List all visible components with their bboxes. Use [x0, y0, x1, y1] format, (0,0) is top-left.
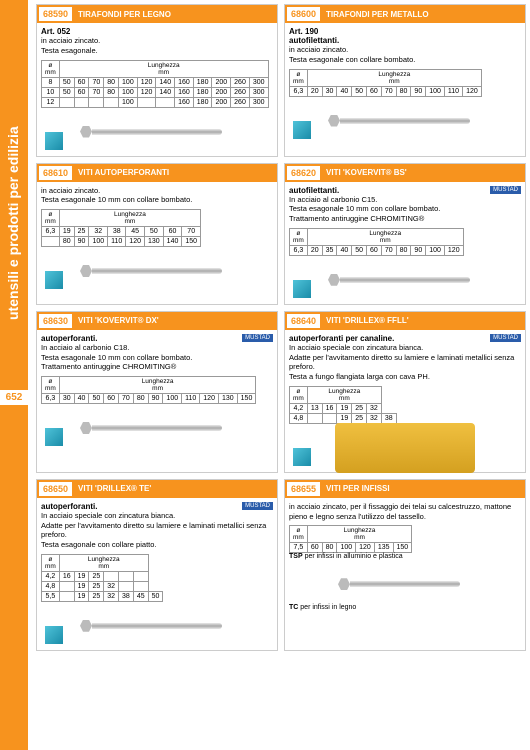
product-image	[289, 428, 521, 468]
description-line: Adatte per l'avvitamento diretto su lami…	[41, 521, 273, 541]
product-title: VITI AUTOPERFORANTI	[74, 166, 173, 179]
spec-table: ømmLunghezzamm85060708010012014016018020…	[41, 60, 269, 108]
description-line: In acciaio al carbonio C18.	[41, 343, 273, 353]
product-title: VITI 'KOVERVIT® DX'	[74, 314, 163, 327]
product-code: 68650	[39, 482, 72, 496]
brand-logo: MUSTAD	[490, 334, 521, 342]
product-image	[41, 112, 273, 152]
product-code: 68590	[39, 7, 72, 21]
product-header: 68610VITI AUTOPERFORANTI	[37, 164, 277, 182]
description-line: in acciaio zincato.	[41, 36, 273, 46]
product-image	[289, 564, 521, 604]
description-line: Adatte per l'avvitamento diretto su lami…	[289, 353, 521, 373]
product-code: 68620	[287, 166, 320, 180]
package-icon	[45, 428, 63, 446]
package-icon	[293, 121, 311, 139]
product-header: 68590TIRAFONDI PER LEGNO	[37, 5, 277, 23]
brand-logo: MUSTAD	[490, 186, 521, 194]
description-line: Trattamento antiruggine CHROMITING®	[289, 214, 521, 224]
product-card: 68620VITI 'KOVERVIT® BS' MUSTADautofilett…	[284, 163, 526, 305]
article-number: Art. 052	[41, 27, 273, 36]
package-icon	[45, 626, 63, 644]
product-type: autofilettanti.	[289, 36, 521, 45]
product-header: 68620VITI 'KOVERVIT® BS'	[285, 164, 525, 182]
description-line: Testa esagonale con collare piatto.	[41, 540, 273, 550]
brand-logo: MUSTAD	[242, 334, 273, 342]
description-line: in acciaio zincato.	[289, 45, 521, 55]
product-image	[41, 606, 273, 646]
product-card: 68640VITI 'DRILLEX® FFLL' MUSTADautoperfo…	[284, 311, 526, 473]
product-code: 68630	[39, 314, 72, 328]
description-line: In acciaio al carbonio C15.	[289, 195, 521, 205]
article-number: Art. 190	[289, 27, 521, 36]
description-line: Testa a fungo flangiata larga con cava P…	[289, 372, 521, 382]
product-code: 68655	[287, 482, 320, 496]
product-image	[41, 408, 273, 448]
package-icon	[45, 132, 63, 150]
product-card: 68610VITI AUTOPERFORANTI in acciaio zinca…	[36, 163, 278, 305]
sidebar-category: utensili e prodotti per edilizia	[5, 126, 21, 320]
product-type: autofilettanti.	[289, 186, 521, 195]
sidebar: utensili e prodotti per edilizia 652	[0, 0, 28, 750]
description-line: Testa esagonale.	[41, 46, 273, 56]
product-card: 68600TIRAFONDI PER METALLO Art. 190autofi…	[284, 4, 526, 157]
spec-table: ømmLunghezzamm6,319253238455060708090100…	[41, 209, 201, 247]
product-grid: 68590TIRAFONDI PER LEGNOArt. 052in accia…	[32, 0, 530, 655]
product-image	[289, 260, 521, 300]
description-line: In acciaio speciale con zincatura bianca…	[289, 343, 521, 353]
description-line: In acciaio speciale con zincatura bianca…	[41, 511, 273, 521]
description-line: Testa esagonale 10 mm con collare bombat…	[289, 204, 521, 214]
package-icon	[45, 271, 63, 289]
product-code: 68610	[39, 166, 72, 180]
note: TSP per infissi in alluminio e plastica	[289, 553, 521, 560]
product-code: 68600	[287, 7, 320, 21]
product-header: 68655VITI PER INFISSI	[285, 480, 525, 498]
product-image	[289, 101, 521, 141]
spec-table: ømmLunghezzamm4,213161925324,819253238	[289, 386, 397, 424]
description-line: in acciaio zincato.	[41, 186, 273, 196]
note: TC per infissi in legno	[289, 604, 521, 611]
product-title: TIRAFONDI PER LEGNO	[74, 8, 175, 21]
description-line: in acciaio zincato, per il fissaggio dei…	[289, 502, 521, 522]
spec-table: ømmLunghezzamm6,32035405060708090100120	[289, 228, 464, 256]
description-line: Trattamento antiruggine CHROMITING®	[41, 362, 273, 372]
product-type: autoperforanti per canaline.	[289, 334, 521, 343]
spec-table: ømmLunghezzamm6,330405060708090100110120…	[41, 376, 256, 404]
product-type: autoperforanti.	[41, 334, 273, 343]
product-card: 68650VITI 'DRILLEX® TE' MUSTADautoperfora…	[36, 479, 278, 651]
page-number: 652	[0, 390, 28, 405]
product-image	[41, 251, 273, 291]
product-title: TIRAFONDI PER METALLO	[322, 8, 433, 21]
product-title: VITI 'DRILLEX® FFLL'	[322, 314, 413, 327]
product-header: 68650VITI 'DRILLEX® TE'	[37, 480, 277, 498]
product-type: autoperforanti.	[41, 502, 273, 511]
brand-logo: MUSTAD	[242, 502, 273, 510]
product-code: 68640	[287, 314, 320, 328]
product-card: 68590TIRAFONDI PER LEGNO Art. 052in accia…	[36, 4, 278, 157]
spec-table: ømmLunghezzamm4,21619254,81925325,519253…	[41, 554, 163, 602]
product-header: 68640VITI 'DRILLEX® FFLL'	[285, 312, 525, 330]
package-icon	[293, 280, 311, 298]
description-line: Testa esagonale 10 mm con collare bombat…	[41, 195, 273, 205]
package-icon	[293, 448, 311, 466]
product-title: VITI PER INFISSI	[322, 482, 394, 495]
product-title: VITI 'KOVERVIT® BS'	[322, 166, 411, 179]
product-header: 68630VITI 'KOVERVIT® DX'	[37, 312, 277, 330]
product-title: VITI 'DRILLEX® TE'	[74, 482, 155, 495]
spec-table: ømmLunghezzamm7,56080100120135150	[289, 525, 412, 553]
product-card: 68630VITI 'KOVERVIT® DX' MUSTADautoperfor…	[36, 311, 278, 473]
product-card: 68655VITI PER INFISSI in acciaio zincato,…	[284, 479, 526, 651]
description-line: Testa esagonale 10 mm con collare bombat…	[41, 353, 273, 363]
product-header: 68600TIRAFONDI PER METALLO	[285, 5, 525, 23]
spec-table: ømmLunghezzamm6,320304050607080901001101…	[289, 69, 482, 97]
description-line: Testa esagonale con collare bombato.	[289, 55, 521, 65]
